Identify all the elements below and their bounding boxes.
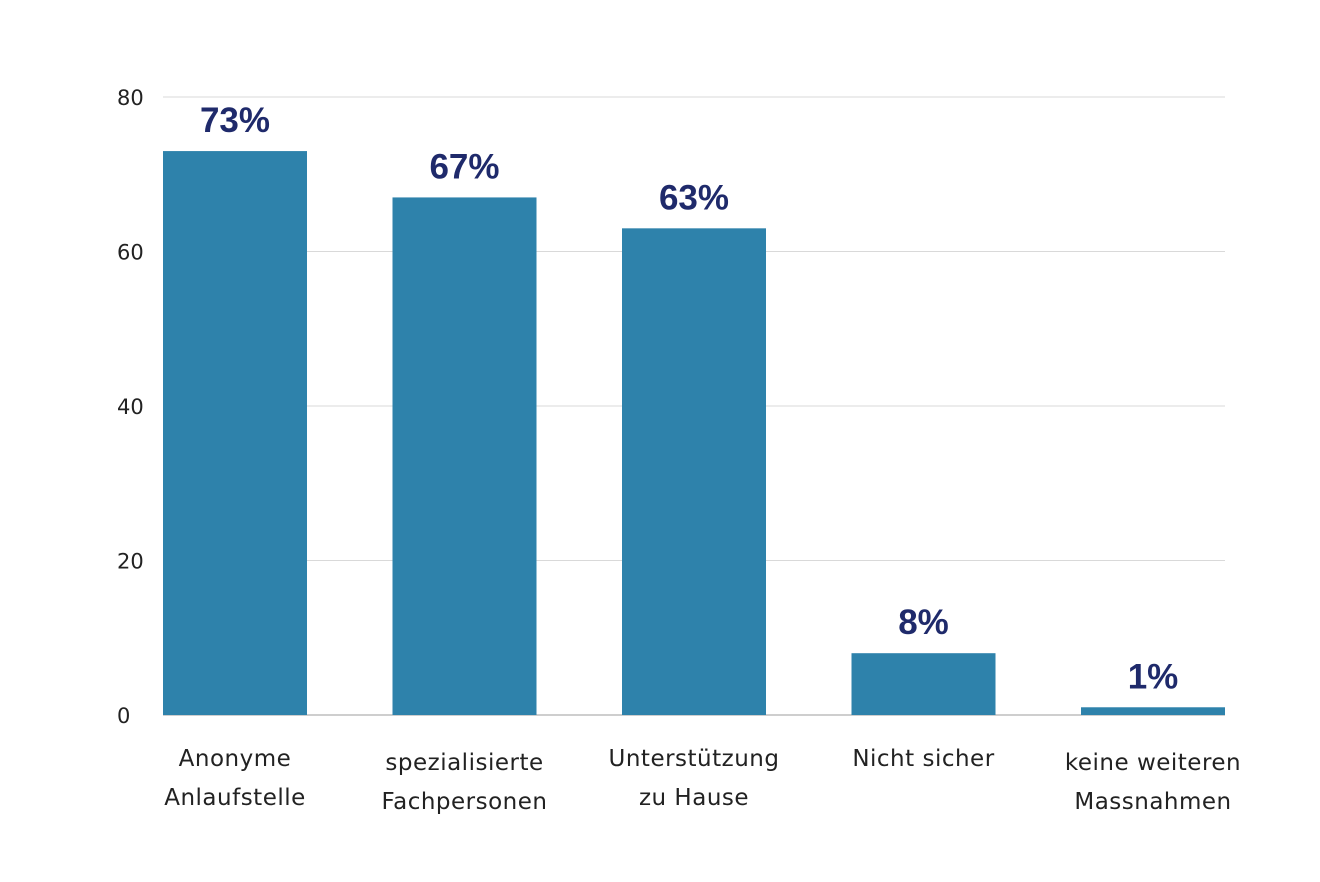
y-tick-label: 40 (117, 395, 144, 419)
category-label: Anonyme Anlaufstelle (164, 746, 306, 811)
y-tick-label: 20 (117, 550, 144, 574)
bar (851, 653, 996, 715)
data-label: 1% (1128, 657, 1179, 696)
data-label: 73% (200, 101, 270, 140)
data-label: 8% (898, 603, 949, 642)
category-label: keine weiteren Massnahmen (1065, 750, 1241, 815)
y-tick-label: 0 (117, 704, 130, 728)
y-tick-label: 80 (117, 86, 144, 110)
bar (622, 228, 766, 715)
y-tick-label: 60 (117, 241, 144, 265)
data-label: 67% (429, 147, 499, 186)
bar (163, 151, 307, 715)
category-labels: Anonyme Anlaufstelle spezialisierte Fachper… (164, 746, 1241, 815)
category-label: Nicht sicher (852, 746, 994, 772)
data-labels: 73% 67% 63% 8% 1% (200, 101, 1178, 696)
category-label: Unterstützung zu Hause (609, 746, 780, 811)
data-label: 63% (659, 178, 729, 217)
y-axis-ticks: 0 20 40 60 80 (117, 86, 144, 728)
bars (163, 151, 1225, 716)
bar (392, 197, 537, 716)
bar (1081, 707, 1225, 715)
category-label: spezialisierte Fachpersonen (381, 750, 547, 815)
